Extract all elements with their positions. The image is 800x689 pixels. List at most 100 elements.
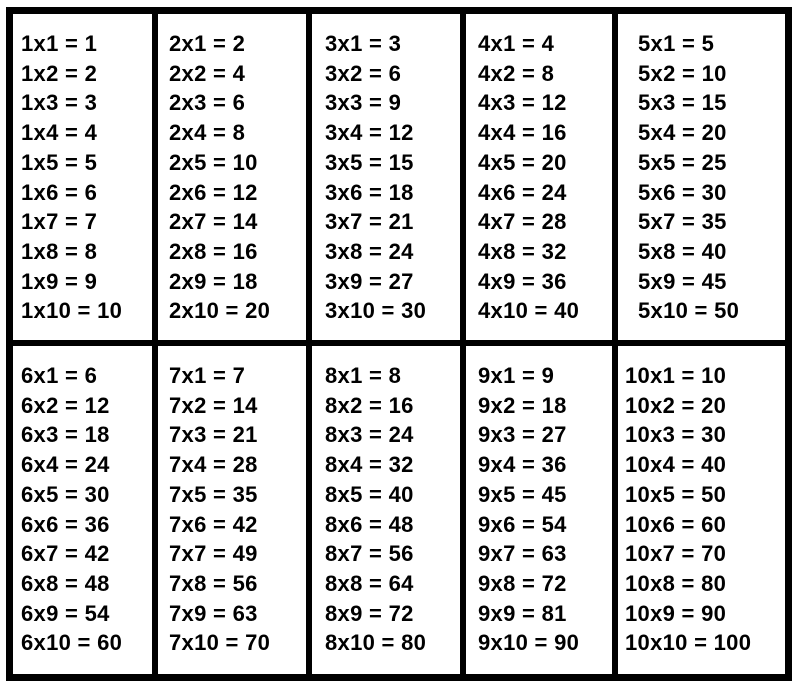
equation-line: 10x2 = 20	[625, 392, 727, 418]
equation-line: 8x2 = 16	[325, 392, 414, 418]
equation-line: 3x10 = 30	[325, 298, 427, 324]
equation-line: 1x9 = 9	[21, 268, 98, 294]
times-table-10: 10x1 = 10 10x2 = 20 10x3 = 30 10x4 = 40 10x5…	[618, 346, 785, 674]
equation-line: 4x3 = 12	[478, 90, 567, 116]
equation-line: 7x2 = 14	[169, 392, 258, 418]
equation-line: 10x9 = 90	[625, 600, 727, 626]
equation-line: 1x3 = 3	[21, 90, 98, 116]
equation-line: 2x1 = 2	[169, 31, 246, 56]
times-table-3: 3x1 = 3 3x2 = 6 3x3 = 9 3x4 = 12 3x5 = 15 3x6…	[312, 14, 460, 340]
times-table-5: 5x1 = 5 5x2 = 10 5x3 = 15 5x4 = 20 5x5 = 25 5…	[618, 14, 785, 340]
equation-line: 5x7 = 35	[638, 209, 727, 235]
equation-line: 5x10 = 50	[638, 298, 740, 324]
equation-line: 3x4 = 12	[325, 120, 414, 146]
equation-line: 5x8 = 40	[638, 238, 727, 264]
equation-line: 3x7 = 21	[325, 209, 414, 235]
equation-line: 2x3 = 6	[169, 90, 246, 116]
equation-line: 7x8 = 56	[169, 570, 258, 596]
equation-line: 9x6 = 54	[478, 511, 567, 537]
equation-line: 4x5 = 20	[478, 149, 567, 175]
equation-line: 8x4 = 32	[325, 452, 414, 478]
equation-line: 10x6 = 60	[625, 511, 727, 537]
times-table-8: 8x1 = 8 8x2 = 16 8x3 = 24 8x4 = 32 8x5 = 40 8…	[312, 346, 460, 674]
equation-line: 8x10 = 80	[325, 630, 427, 656]
times-table-1: 1x1 = 1 1x2 = 2 1x3 = 3 1x4 = 4 1x5 = 5 1x6 =…	[13, 14, 152, 340]
equation-line: 10x3 = 30	[625, 422, 727, 448]
equation-line: 8x6 = 48	[325, 511, 414, 537]
equation-line: 2x7 = 14	[169, 209, 258, 235]
equation-line: 10x4 = 40	[625, 452, 727, 478]
equation-line: 7x4 = 28	[169, 452, 258, 478]
equation-line: 6x3 = 18	[21, 422, 110, 448]
equation-line: 10x8 = 80	[625, 570, 727, 596]
equation-line: 7x6 = 42	[169, 511, 258, 537]
equation-line: 4x7 = 28	[478, 209, 567, 235]
equation-line: 9x7 = 63	[478, 541, 567, 567]
equation-line: 6x5 = 30	[21, 481, 110, 507]
equation-line: 8x9 = 72	[325, 600, 414, 626]
times-table-9: 9x1 = 9 9x2 = 18 9x3 = 27 9x4 = 36 9x5 = 45 9…	[466, 346, 612, 674]
equation-line: 10x10 = 100	[625, 630, 752, 656]
equation-line: 1x8 = 8	[21, 238, 98, 264]
equation-line: 2x10 = 20	[169, 298, 271, 324]
equation-line: 5x2 = 10	[638, 60, 727, 86]
times-table-4: 4x1 = 4 4x2 = 8 4x3 = 12 4x4 = 16 4x5 = 20 4x…	[466, 14, 612, 340]
equation-line: 9x1 = 9	[478, 363, 555, 388]
equation-line: 9x5 = 45	[478, 481, 567, 507]
equation-line: 6x4 = 24	[21, 452, 110, 478]
equation-line: 1x4 = 4	[21, 120, 98, 146]
equation-line: 2x2 = 4	[169, 60, 246, 86]
equation-line: 7x7 = 49	[169, 541, 258, 567]
equation-line: 3x3 = 9	[325, 90, 402, 116]
equation-line: 2x4 = 8	[169, 120, 246, 146]
equation-line: 7x3 = 21	[169, 422, 258, 448]
equation-line: 2x6 = 12	[169, 179, 258, 205]
equation-line: 10x7 = 70	[625, 541, 727, 567]
equation-line: 3x5 = 15	[325, 149, 414, 175]
equation-line: 7x1 = 7	[169, 363, 246, 388]
equation-line: 3x1 = 3	[325, 31, 402, 56]
equation-line: 1x7 = 7	[21, 209, 98, 235]
equation-line: 8x5 = 40	[325, 481, 414, 507]
equation-line: 9x10 = 90	[478, 630, 580, 656]
equation-line: 5x3 = 15	[638, 90, 727, 116]
equation-line: 6x7 = 42	[21, 541, 110, 567]
equation-line: 4x10 = 40	[478, 298, 580, 324]
equation-line: 4x9 = 36	[478, 268, 567, 294]
equation-line: 3x9 = 27	[325, 268, 414, 294]
times-table-2: 2x1 = 2 2x2 = 4 2x3 = 6 2x4 = 8 2x5 = 10 2x6 …	[158, 14, 306, 340]
equation-line: 4x6 = 24	[478, 179, 567, 205]
equation-line: 2x9 = 18	[169, 268, 258, 294]
equation-line: 7x9 = 63	[169, 600, 258, 626]
equation-line: 5x9 = 45	[638, 268, 727, 294]
equation-line: 3x8 = 24	[325, 238, 414, 264]
equation-line: 8x1 = 8	[325, 363, 402, 388]
times-table-6: 6x1 = 6 6x2 = 12 6x3 = 18 6x4 = 24 6x5 = 30 6…	[13, 346, 152, 674]
equation-line: 6x2 = 12	[21, 392, 110, 418]
equation-line: 6x10 = 60	[21, 630, 123, 656]
equation-line: 6x9 = 54	[21, 600, 110, 626]
equation-line: 1x5 = 5	[21, 149, 98, 175]
equation-line: 4x1 = 4	[478, 31, 555, 56]
equation-line: 1x1 = 1	[21, 31, 98, 56]
equation-line: 3x6 = 18	[325, 179, 414, 205]
equation-line: 9x4 = 36	[478, 452, 567, 478]
equation-line: 10x1 = 10	[625, 363, 727, 388]
equation-line: 5x6 = 30	[638, 179, 727, 205]
equation-line: 5x5 = 25	[638, 149, 727, 175]
equation-line: 1x6 = 6	[21, 179, 98, 205]
equation-line: 5x1 = 5	[638, 31, 715, 56]
equation-line: 9x2 = 18	[478, 392, 567, 418]
equation-line: 3x2 = 6	[325, 60, 402, 86]
equation-line: 1x2 = 2	[21, 60, 98, 86]
equation-line: 4x8 = 32	[478, 238, 567, 264]
equation-line: 10x5 = 50	[625, 481, 727, 507]
equation-line: 9x9 = 81	[478, 600, 567, 626]
equation-line: 9x3 = 27	[478, 422, 567, 448]
equation-line: 8x8 = 64	[325, 570, 414, 596]
equation-line: 8x7 = 56	[325, 541, 414, 567]
equation-line: 4x2 = 8	[478, 60, 555, 86]
equation-line: 2x5 = 10	[169, 149, 258, 175]
equation-line: 2x8 = 16	[169, 238, 258, 264]
times-table-7: 7x1 = 7 7x2 = 14 7x3 = 21 7x4 = 28 7x5 = 35 7…	[158, 346, 306, 674]
